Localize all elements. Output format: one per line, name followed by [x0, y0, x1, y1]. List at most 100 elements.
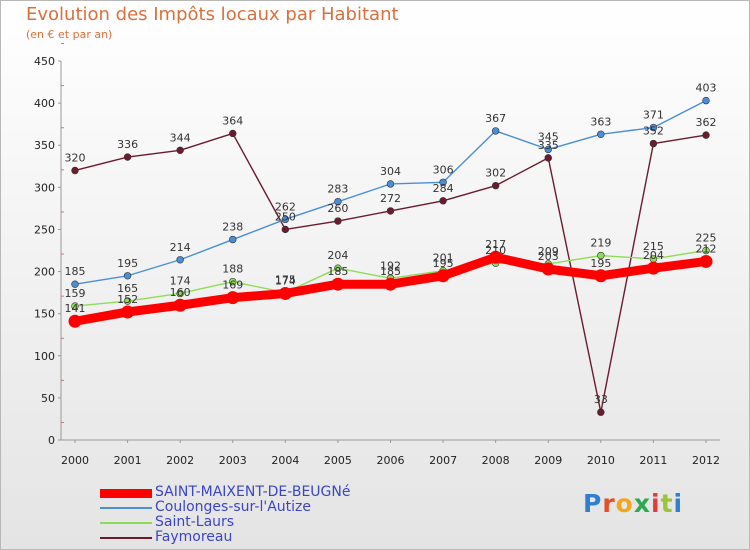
data-point [123, 153, 132, 161]
data-point [489, 250, 503, 264]
data-point [597, 251, 605, 260]
y-tick-label: 400 [34, 97, 55, 110]
x-tick-label: 2007 [429, 454, 457, 467]
data-label: 209 [538, 245, 559, 258]
data-point [176, 146, 184, 154]
x-tick-label: 2008 [482, 454, 510, 467]
data-label: 345 [538, 130, 559, 143]
data-label: 175 [275, 274, 296, 287]
data-point [123, 297, 132, 305]
data-label: 192 [380, 259, 401, 272]
legend-item-coulonges[interactable]: Coulonges-sur-l'Autize [100, 499, 420, 516]
data-point [597, 408, 605, 416]
legend-swatch [100, 537, 152, 539]
data-label: 250 [275, 210, 296, 223]
data-label: 195 [117, 257, 138, 270]
y-tick-label: 250 [34, 223, 55, 236]
data-label: 364 [222, 114, 243, 127]
data-point [281, 225, 290, 234]
x-tick-label: 2009 [534, 454, 562, 467]
data-point [491, 181, 500, 190]
logo-letter: o [615, 489, 634, 518]
logo-letter: t [660, 489, 674, 518]
data-point [702, 96, 710, 105]
data-point [229, 129, 237, 138]
data-point [121, 305, 135, 319]
data-label: 336 [117, 138, 138, 151]
data-point [649, 139, 658, 148]
legend-swatch [100, 522, 152, 524]
x-tick-label: 2003 [219, 454, 247, 467]
data-point [71, 302, 79, 310]
x-tick-label: 2005 [324, 454, 352, 467]
data-label: 335 [538, 139, 559, 152]
data-point [71, 166, 79, 175]
x-tick-label: 2002 [166, 454, 194, 467]
y-tick-label: 0 [48, 434, 55, 447]
data-label: 174 [275, 274, 296, 287]
data-label: 352 [643, 125, 664, 138]
data-label: 204 [327, 249, 348, 262]
legend-item-saint-laurs[interactable]: Saint-Laurs [100, 514, 420, 531]
data-point [649, 123, 658, 132]
legend-label: Coulonges-sur-l'Autize [155, 499, 311, 515]
data-label: 363 [590, 115, 611, 128]
legend-swatch [100, 507, 152, 509]
data-point [176, 289, 184, 298]
legend: SAINT-MAIXENT-DE-BEUGNé Coulonges-sur-l'… [100, 484, 420, 546]
data-point [176, 256, 184, 264]
data-label: 159 [65, 287, 86, 300]
data-point [229, 277, 237, 286]
data-label: 320 [65, 151, 86, 164]
data-point [386, 207, 395, 215]
data-point [386, 180, 395, 188]
data-label: 362 [696, 116, 717, 129]
data-point [123, 272, 132, 280]
data-point [702, 246, 710, 255]
data-label: 272 [380, 192, 401, 205]
x-tick-label: 2004 [271, 454, 299, 467]
data-point [71, 280, 79, 288]
data-label: 403 [696, 82, 717, 95]
data-label: 238 [222, 221, 243, 234]
data-label: 283 [327, 183, 348, 196]
data-label: 160 [170, 286, 191, 299]
data-label: 212 [696, 242, 717, 255]
data-point [544, 145, 552, 154]
data-point [331, 277, 345, 291]
chart-title: Evolution des Impôts locaux par Habitant [26, 4, 399, 25]
data-point [384, 277, 397, 291]
data-label: 260 [327, 202, 348, 215]
legend-item-saint-maixent[interactable]: SAINT-MAIXENT-DE-BEUGNé [100, 484, 420, 501]
legend-item-faymoreau[interactable]: Faymoreau [100, 529, 420, 546]
data-point [278, 286, 292, 300]
chart-subtitle: (en € et par an) [26, 28, 113, 41]
axes: 0 50 100 150 200 250 300 350 400 450 2000 2001 2002 2… [34, 43, 720, 467]
data-label: 169 [222, 279, 243, 292]
data-label: 302 [485, 167, 506, 180]
legend-swatch [100, 489, 152, 498]
y-tick-label: 350 [34, 139, 55, 152]
data-label: 185 [327, 265, 348, 278]
data-label: 203 [538, 250, 559, 263]
data-label: 217 [485, 238, 506, 251]
data-point [226, 291, 240, 305]
x-tick-label: 2011 [639, 454, 667, 467]
data-label: 284 [433, 182, 454, 195]
data-label: 304 [380, 165, 401, 178]
data-label: 214 [170, 241, 191, 254]
data-label: 33 [594, 393, 608, 406]
data-point [597, 130, 605, 138]
data-label: 165 [117, 282, 138, 295]
data-point [702, 131, 710, 139]
data-point [68, 314, 82, 328]
data-label: 210 [485, 244, 506, 257]
x-tick-label: 2006 [377, 454, 405, 467]
data-label: 306 [433, 163, 454, 176]
logo-letter: x [633, 489, 651, 518]
data-point [544, 154, 552, 162]
data-label: 185 [380, 265, 401, 278]
x-tick-label: 2001 [114, 454, 142, 467]
x-tick-label: 2012 [692, 454, 720, 467]
data-label: 188 [222, 263, 243, 276]
